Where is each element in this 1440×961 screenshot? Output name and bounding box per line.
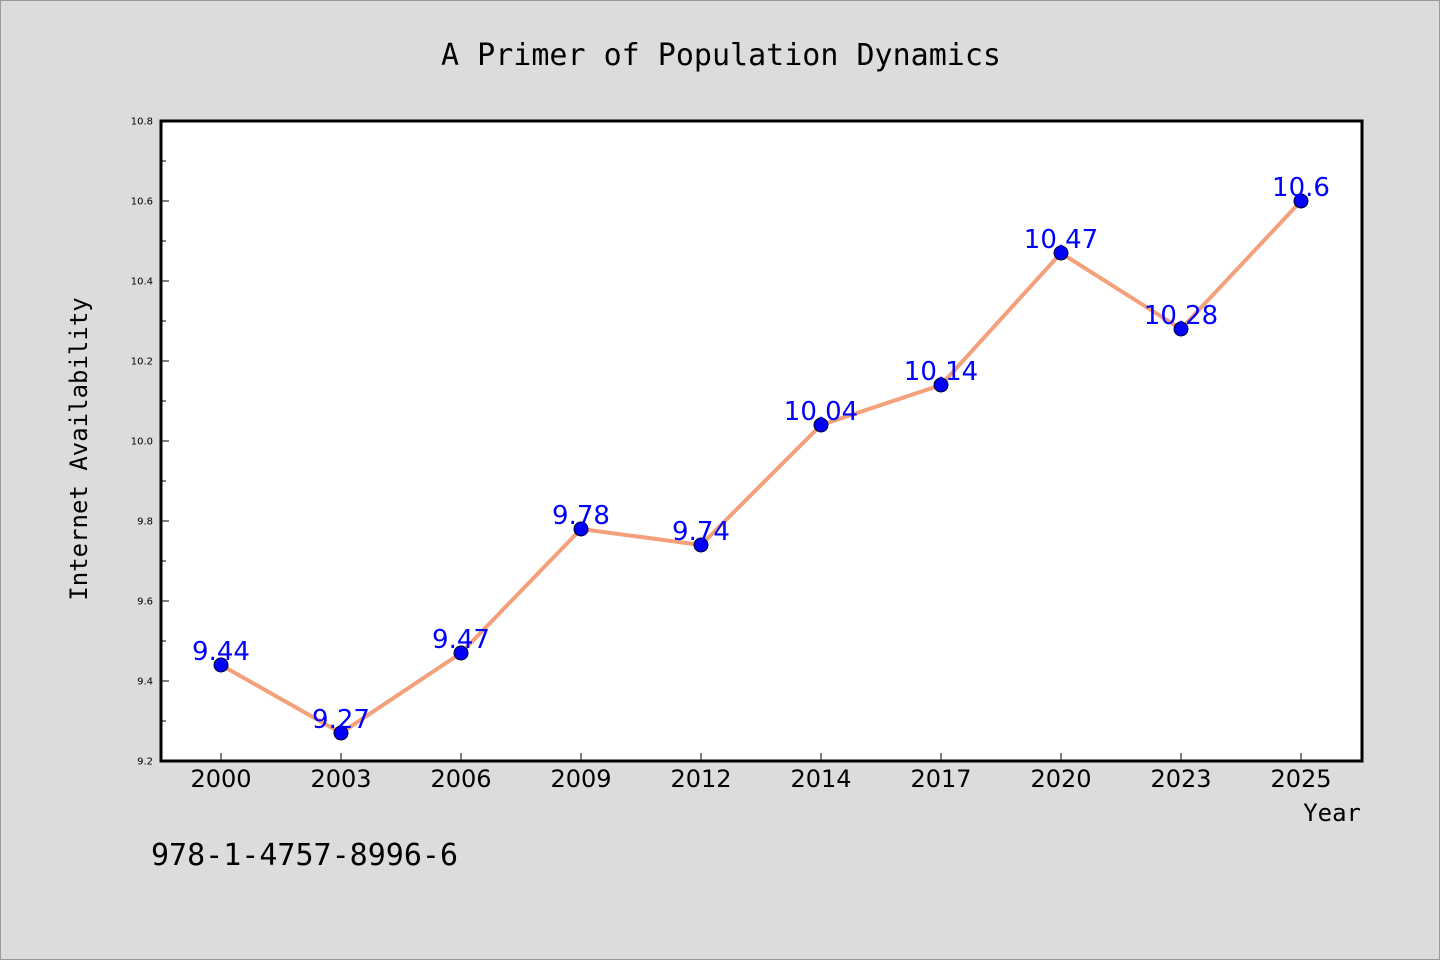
x-tick-label: 2000 (190, 765, 251, 793)
x-tick-label: 2012 (670, 765, 731, 793)
chart-title: A Primer of Population Dynamics (441, 38, 1001, 73)
y-tick-label: 9.2 (137, 757, 153, 768)
data-label: 9.74 (672, 517, 730, 547)
data-point (933, 377, 949, 393)
y-axis-label: Internet Availability (65, 297, 93, 600)
x-tick-label: 2017 (910, 765, 971, 793)
data-label: 10.47 (1024, 225, 1098, 255)
x-axis-label: Year (1303, 799, 1361, 827)
x-tick-label: 2006 (430, 765, 491, 793)
data-label: 10.14 (904, 357, 978, 387)
x-tick-label: 2009 (550, 765, 611, 793)
y-tick-label: 10.4 (131, 277, 153, 288)
data-label: 9.44 (192, 637, 250, 667)
y-tick-label: 10.8 (131, 117, 153, 128)
y-tick-label: 10.2 (131, 357, 153, 368)
y-tick-label: 9.8 (137, 517, 153, 528)
data-label: 10.28 (1144, 301, 1218, 331)
y-tick-label: 9.6 (137, 597, 153, 608)
data-label: 9.47 (432, 625, 490, 655)
data-point (1173, 321, 1189, 337)
data-point (693, 537, 709, 553)
data-point (333, 725, 349, 741)
plot-area (161, 121, 1362, 761)
data-label: 9.27 (312, 705, 370, 735)
data-point (813, 417, 829, 433)
x-axis: 2000 2003 2006 2009 2012 2014 2017 2020 2023 2025 (190, 753, 1332, 793)
x-tick-label: 2003 (310, 765, 371, 793)
x-tick-label: 2014 (790, 765, 851, 793)
x-tick-label: 2025 (1270, 765, 1331, 793)
data-label: 10.04 (784, 397, 858, 427)
y-tick-label: 9.4 (137, 677, 153, 688)
series-line (219, 199, 1303, 735)
data-labels-group: 9.44 9.27 9.47 9.78 9.74 10.04 10.14 10.47 10.28… (192, 173, 1330, 735)
data-label: 9.78 (552, 501, 610, 531)
plot-frame (159, 119, 1364, 763)
isbn-text: 978-1-4757-8996-6 (151, 838, 458, 873)
y-axis: 9.2 9.4 9.6 9.8 10.0 10.2 10.4 10.6 10.8 (131, 117, 169, 768)
x-tick-label: 2020 (1030, 765, 1091, 793)
data-point (213, 657, 229, 673)
series-group (213, 193, 1309, 741)
data-label: 10.6 (1272, 173, 1330, 203)
data-point (573, 521, 589, 537)
data-point (1293, 193, 1309, 209)
x-tick-label: 2023 (1150, 765, 1211, 793)
y-tick-label: 10.0 (131, 437, 153, 448)
data-point (1053, 245, 1069, 261)
data-point (453, 645, 469, 661)
y-tick-label: 10.6 (131, 197, 153, 208)
